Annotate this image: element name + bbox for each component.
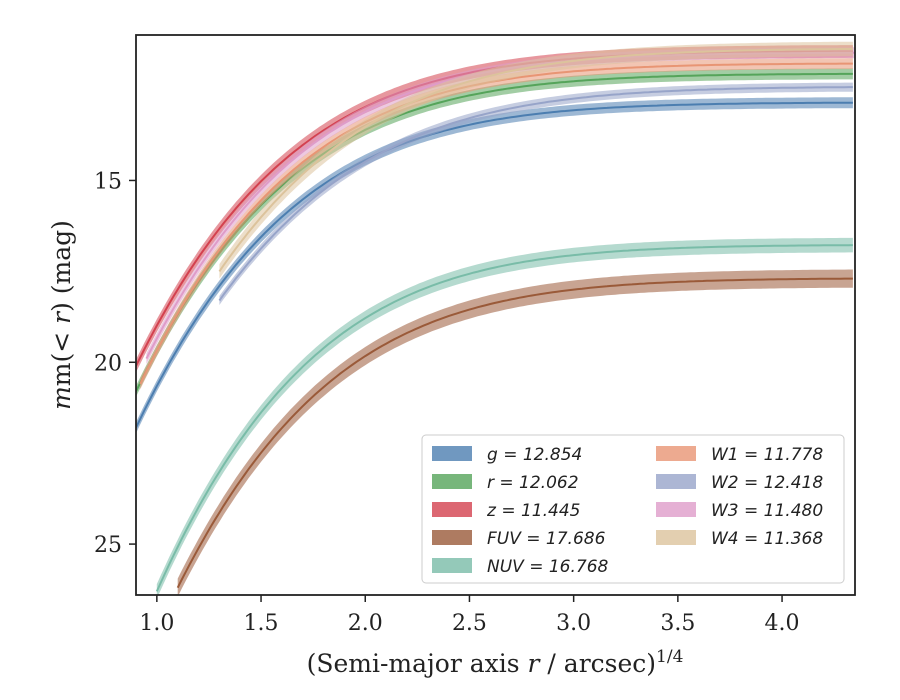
x-tick-label: 4.0: [765, 611, 800, 636]
x-axis-label: (Semi-major axis r / arcsec)1/4: [307, 647, 684, 678]
legend-label-r: r = 12.062: [487, 473, 579, 493]
legend-swatch-w1: [656, 446, 696, 461]
y-tick-label: 15: [94, 169, 122, 194]
x-tick-label: 2.5: [452, 611, 487, 636]
legend-label-nuv: NUV = 16.768: [487, 557, 609, 577]
y-axis-label: mm(< r) (mag): [47, 220, 76, 410]
series-line-fuv: [176, 277, 853, 589]
legend-swatch-fuv: [432, 530, 472, 545]
legend-label-w3: W3 = 11.480: [711, 501, 823, 521]
axes-frame: [135, 34, 856, 596]
legend-box: [421, 434, 845, 584]
legend-swatch-w2: [656, 474, 696, 489]
series-line-g: [136, 101, 853, 429]
legend-label-w2: W2 = 12.418: [711, 473, 823, 493]
legend: g = 12.854 r = 12.062 z = 11.445 FUV = 17.6…: [421, 434, 845, 584]
y-tick-label: 25: [94, 533, 122, 558]
series-line-nuv: [155, 244, 853, 592]
series-line-w2: [218, 86, 853, 302]
legend-swatch-nuv: [432, 558, 472, 573]
x-tick-label: 1.5: [244, 611, 279, 636]
legend-swatch-w3: [656, 502, 696, 517]
axes: 1.0 1.5 2.0 2.5 3.0 3.5 4.0 15 20 25: [94, 34, 856, 636]
x-tick-label: 2.0: [348, 611, 383, 636]
x-tick-label: 1.0: [139, 611, 174, 636]
legend-swatch-r: [432, 474, 472, 489]
legend-swatch-g: [432, 446, 472, 461]
legend-swatch-z: [432, 502, 472, 517]
plot-area: [136, 41, 855, 595]
legend-label-z: z = 11.445: [486, 501, 580, 521]
legend-label-g: g = 12.854: [487, 445, 582, 465]
y-tick-label: 20: [94, 351, 122, 376]
legend-label-w4: W4 = 11.368: [711, 529, 823, 549]
series-line-w4: [218, 47, 853, 272]
legend-label-fuv: FUV = 17.686: [487, 529, 606, 549]
legend-label-w1: W1 = 11.778: [711, 445, 823, 465]
x-tick-label: 3.5: [660, 611, 695, 636]
legend-swatch-w4: [656, 530, 696, 545]
x-tick-label: 3.0: [556, 611, 591, 636]
